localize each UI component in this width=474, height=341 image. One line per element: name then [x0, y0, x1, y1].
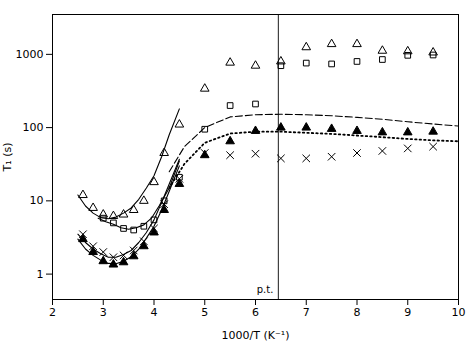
svg-text:1000: 1000 — [16, 48, 44, 61]
svg-text:1000/T (K⁻¹): 1000/T (K⁻¹) — [222, 329, 290, 341]
svg-text:8: 8 — [354, 306, 361, 319]
svg-text:4: 4 — [151, 306, 158, 319]
svg-text:p.t.: p.t. — [257, 284, 274, 295]
svg-text:5: 5 — [201, 306, 208, 319]
svg-text:2: 2 — [49, 306, 56, 319]
svg-text:9: 9 — [404, 306, 411, 319]
svg-text:100: 100 — [23, 121, 44, 134]
svg-text:10: 10 — [30, 194, 44, 207]
svg-text:10: 10 — [452, 306, 466, 319]
svg-text:7: 7 — [303, 306, 310, 319]
svg-text:1: 1 — [37, 268, 44, 281]
svg-text:3: 3 — [100, 306, 107, 319]
svg-text:6: 6 — [252, 306, 259, 319]
svg-text:T₁ (s): T₁ (s) — [1, 143, 14, 173]
